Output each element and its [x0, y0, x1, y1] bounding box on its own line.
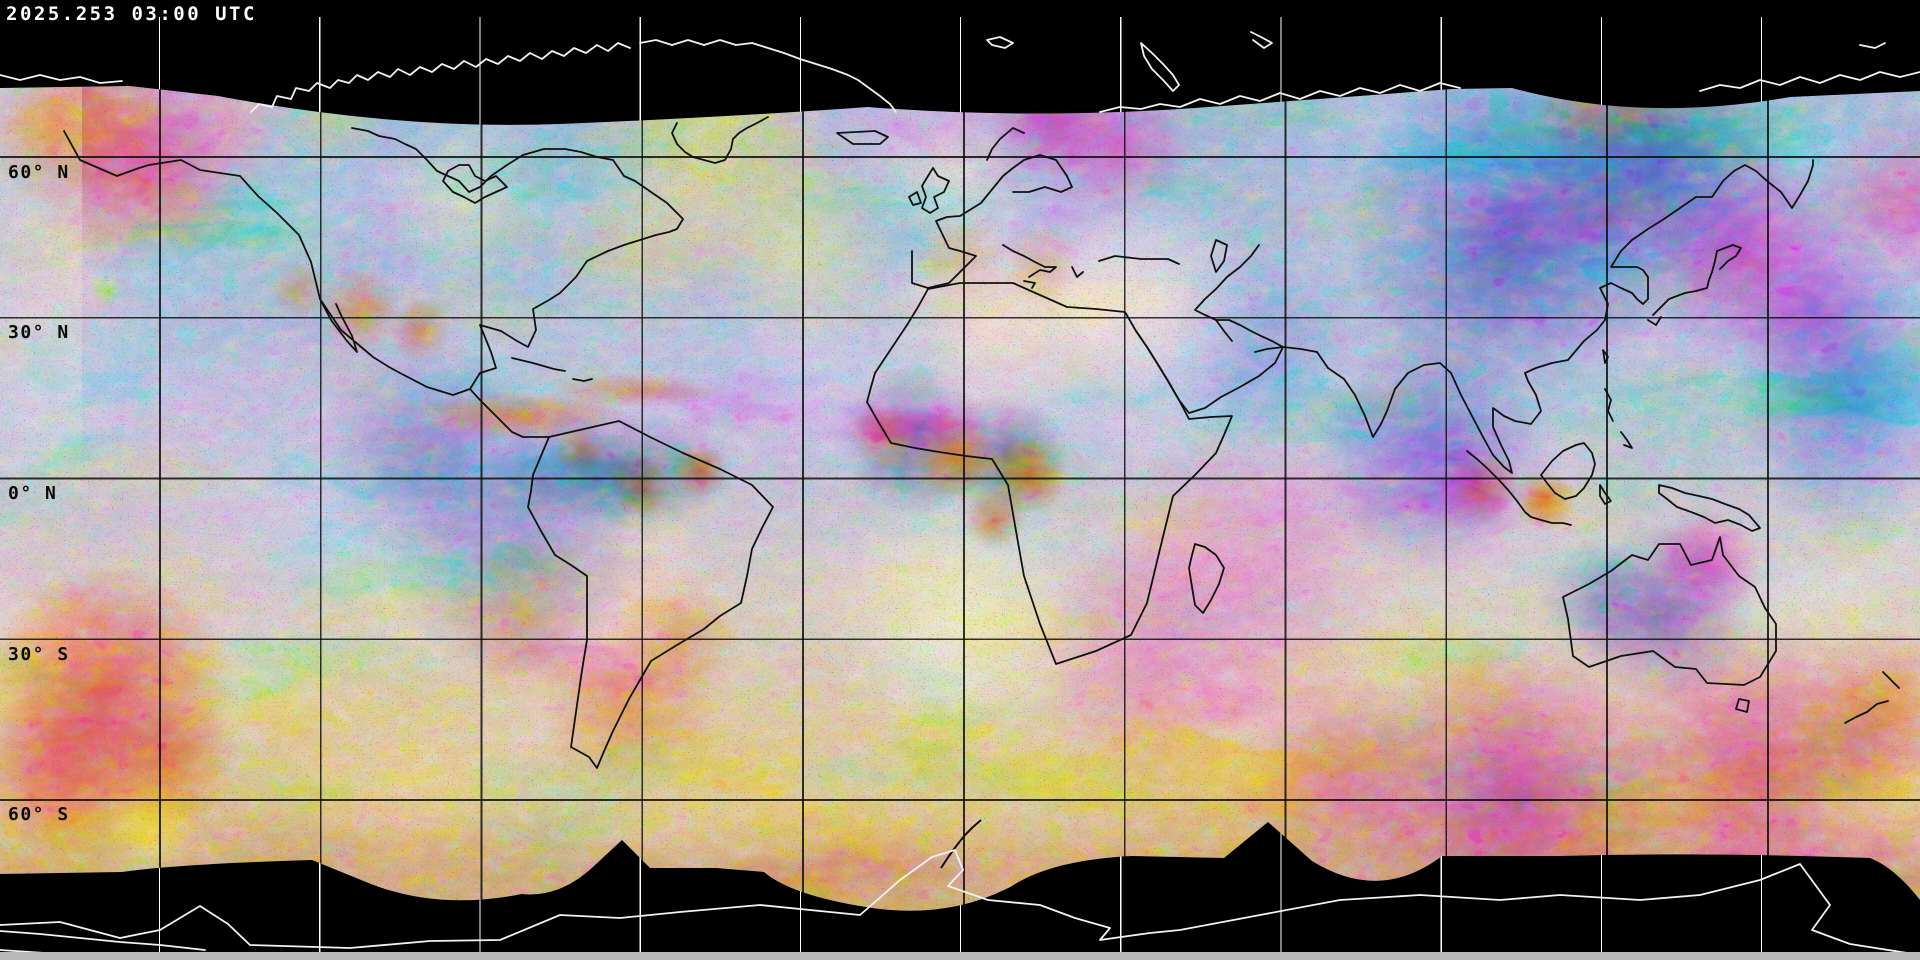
latitude-label-30s: 30° S [8, 644, 70, 665]
latitude-label-60n: 60° N [8, 162, 70, 183]
chukotka-coast [1699, 71, 1920, 92]
bottom-bar [0, 952, 1920, 960]
timestamp-label: 2025.253 03:00 UTC [6, 3, 257, 25]
siberian-coast [1099, 82, 1461, 113]
canadian-arctic-islands [250, 42, 631, 113]
antarctica-coast [0, 849, 1920, 956]
latitude-label-30n: 30° N [8, 322, 70, 343]
novaya-zemlya [1140, 42, 1180, 92]
alaska-north-coast [0, 74, 123, 84]
latitude-label-0n: 0° N [8, 483, 58, 504]
svalbard [986, 36, 1014, 49]
latitude-label-60s: 60° S [8, 804, 70, 825]
antarctica-coast-left [0, 930, 206, 955]
severnaya-zemlya [1250, 31, 1273, 49]
greenland-north-coast [639, 39, 897, 113]
wrangel-island [1859, 42, 1886, 49]
antarctic-peninsula [940, 819, 982, 869]
